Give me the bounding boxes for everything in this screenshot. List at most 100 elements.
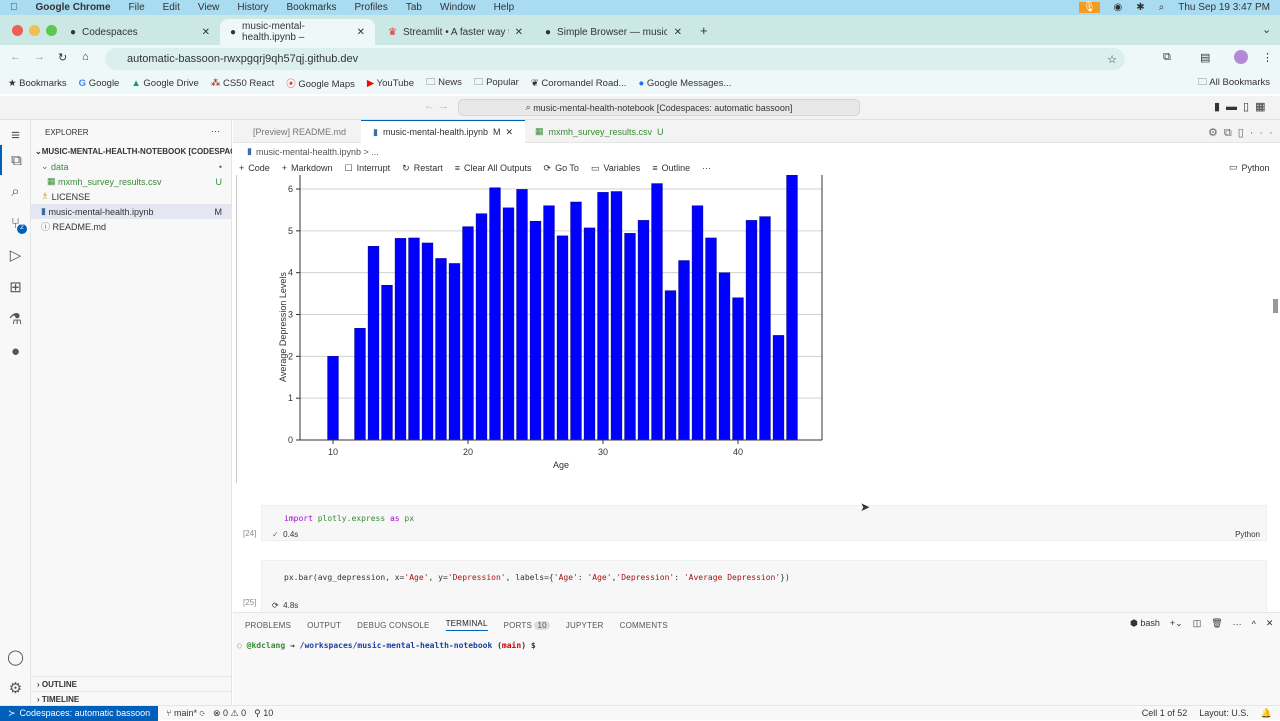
scrollbar-thumb[interactable] (1273, 299, 1278, 313)
close-window-button[interactable] (12, 25, 23, 36)
tree-file-csv[interactable]: ▦ mxmh_survey_results.csv U (31, 174, 232, 189)
problems-indicator[interactable]: ⊗ 0 ⚠ 0 (212, 707, 247, 718)
cell-indicator[interactable]: Cell 1 of 52 (1141, 708, 1188, 718)
search-icon[interactable]: ⌕ (1158, 2, 1165, 13)
panel-tab-ports[interactable]: PORTS 10 (504, 620, 550, 630)
terminal-shell[interactable]: ⬢ bash (1130, 618, 1160, 628)
bookmark-bookmarks[interactable]: ★ Bookmarks (8, 77, 67, 89)
clock[interactable]: Thu Sep 19 3:47 PM (1178, 2, 1270, 13)
menu-tab[interactable]: Tab (398, 2, 422, 13)
command-center[interactable]: ⌕ music-mental-health-notebook [Codespac… (458, 99, 860, 116)
breadcrumb[interactable]: ▮ music-mental-health.ipynb > ... (247, 146, 379, 157)
restart-button[interactable]: ↻ Restart (402, 162, 443, 174)
close-tab-icon[interactable]: ✕ (505, 126, 514, 137)
more-actions-icon[interactable]: ··· (211, 126, 220, 136)
split-terminal-icon[interactable]: ◫ (1192, 618, 1202, 628)
extensions-icon[interactable]: ⊞ (9, 279, 22, 296)
new-tab-button[interactable]: + (700, 23, 708, 38)
keyboard-layout[interactable]: Layout: U.S. (1199, 708, 1249, 718)
bookmark-popular[interactable]: 🗀 Popular (473, 77, 519, 88)
bookmark-news[interactable]: 🗀 News (426, 77, 462, 88)
wifi-icon[interactable]: ◉ (1113, 2, 1123, 13)
close-tab-icon[interactable]: ✕ (673, 26, 682, 38)
bookmark-google-messages[interactable]: ● Google Messages... (638, 77, 732, 89)
account-icon[interactable]: ◯ (7, 649, 24, 666)
settings-gear-icon[interactable]: ⚙ (8, 680, 23, 697)
goto-button[interactable]: ⟳ Go To (543, 162, 579, 174)
outline-section[interactable]: › OUTLINE (31, 676, 232, 691)
chrome-menu-icon[interactable]: ⋮ (1262, 52, 1273, 64)
nav-back-icon[interactable]: ← → (424, 100, 450, 112)
outline-button[interactable]: ≡ Outline (652, 163, 691, 173)
forward-icon[interactable]: → (34, 51, 45, 63)
source-control-icon[interactable]: ⑂ 2 (0, 208, 31, 238)
add-markdown-button[interactable]: + Markdown (281, 163, 333, 173)
bluetooth-icon[interactable]: ✱ (1136, 2, 1145, 13)
chrome-tab[interactable]: ● Simple Browser — music-me ✕ (535, 19, 692, 45)
search-icon[interactable]: ⌕ (11, 182, 20, 200)
bookmark-cs50-react[interactable]: ⁂ CS50 React (210, 77, 275, 89)
panel-tab-jupyter[interactable]: JUPYTER (565, 620, 604, 630)
close-panel-icon[interactable]: ✕ (1265, 618, 1274, 628)
more-icon[interactable]: ··· (1232, 618, 1242, 629)
panel-tab-problems[interactable]: PROBLEMS (245, 620, 292, 630)
code-cell-24[interactable]: import plotly.express as px ✓ 0.4s Pytho… (261, 505, 1267, 541)
clear-outputs-button[interactable]: ≡ Clear All Outputs (454, 163, 532, 173)
editor-actions-icons[interactable]: ⚙⧉▯··· (1208, 127, 1279, 139)
kernel-picker[interactable]: ▭ Python (1229, 162, 1270, 173)
tab-search-chevron-icon[interactable]: ⌄ (1262, 24, 1272, 36)
extensions-icon[interactable]: ⧉ (1163, 51, 1171, 63)
chrome-tab-active[interactable]: ● music-mental-health.ipynb – ✕ (220, 19, 375, 45)
code-cell-25[interactable]: px.bar(avg_depression, x='Age', y='Depre… (261, 560, 1267, 612)
back-icon[interactable]: ← (10, 51, 21, 63)
minimize-window-button[interactable] (29, 25, 41, 36)
bookmark-google[interactable]: G Google (78, 77, 120, 89)
reading-list-icon[interactable]: ▤ (1200, 52, 1211, 64)
tree-file-readme[interactable]: ⓘ README.md (31, 219, 232, 234)
close-tab-icon[interactable]: ✕ (356, 26, 365, 38)
kill-terminal-icon[interactable]: 🗑 (1211, 618, 1223, 628)
bookmark-google-maps[interactable]: ⦿ Google Maps (286, 79, 355, 90)
remote-indicator[interactable]: ≻ Codespaces: automatic bassoon (0, 705, 159, 721)
panel-tab-output[interactable]: OUTPUT (307, 620, 342, 630)
zoom-window-button[interactable] (46, 25, 58, 36)
reload-icon[interactable]: ↻ (58, 52, 68, 64)
tree-file-license[interactable]: ♗ LICENSE (31, 189, 232, 204)
panel-tab-comments[interactable]: COMMENTS (619, 620, 668, 630)
editor-tab-csv[interactable]: ▦ mxmh_survey_results.csv U (523, 120, 676, 143)
bookmark-google-drive[interactable]: ▲ Google Drive (131, 77, 199, 89)
menu-window[interactable]: Window (432, 2, 476, 13)
menu-history[interactable]: History (229, 2, 268, 13)
variables-button[interactable]: ▭ Variables (590, 162, 641, 174)
notifications-bell-icon[interactable]: 🔔 (1260, 707, 1272, 718)
interrupt-button[interactable]: ☐ Interrupt (344, 162, 391, 174)
menu-icon[interactable]: ≡ (11, 126, 20, 144)
menu-help[interactable]: Help (486, 2, 515, 13)
menu-profiles[interactable]: Profiles (347, 2, 388, 13)
close-tab-icon[interactable]: ✕ (514, 26, 523, 38)
menu-bookmarks[interactable]: Bookmarks (279, 2, 337, 13)
maximize-panel-icon[interactable]: ^ (1251, 618, 1256, 629)
testing-icon[interactable]: ⚗ (8, 311, 23, 328)
menu-file[interactable]: File (121, 2, 145, 13)
layout-toggle-icons[interactable]: ▮▬▯▦ (1214, 101, 1272, 113)
home-icon[interactable]: ⌂ (82, 51, 89, 63)
workspace-root[interactable]: ⌄ MUSIC-MENTAL-HEALTH-NOTEBOOK [CODESPAC… (31, 144, 232, 159)
menu-edit[interactable]: Edit (155, 2, 180, 13)
bookmark-coromandel[interactable]: ❦ Coromandel Road... (530, 77, 627, 89)
profile-avatar[interactable] (1234, 50, 1248, 64)
explorer-icon[interactable]: ⧉ (0, 145, 31, 175)
tree-folder-data[interactable]: ⌄ data • (41, 161, 222, 172)
timeline-section[interactable]: › TIMELINE (31, 691, 232, 706)
terminal-prompt[interactable]: ○ @kdclang → /workspaces/music-mental-he… (237, 641, 536, 650)
tree-file-notebook[interactable]: ▮ music-mental-health.ipynb M (31, 204, 232, 219)
github-icon[interactable]: ● (10, 342, 21, 360)
panel-tab-debug-console[interactable]: DEBUG CONSOLE (357, 620, 430, 630)
new-terminal-icon[interactable]: +⌄ (1169, 618, 1183, 628)
add-code-button[interactable]: + Code (239, 163, 270, 173)
bookmark-youtube[interactable]: ▶ YouTube (366, 77, 415, 89)
branch-indicator[interactable]: ⑂ main* ⟳ (166, 708, 205, 718)
all-bookmarks[interactable]: 🗀 All Bookmarks (1197, 77, 1270, 88)
run-debug-icon[interactable]: ▷ (9, 247, 22, 264)
apple-icon[interactable]:  (10, 2, 18, 13)
